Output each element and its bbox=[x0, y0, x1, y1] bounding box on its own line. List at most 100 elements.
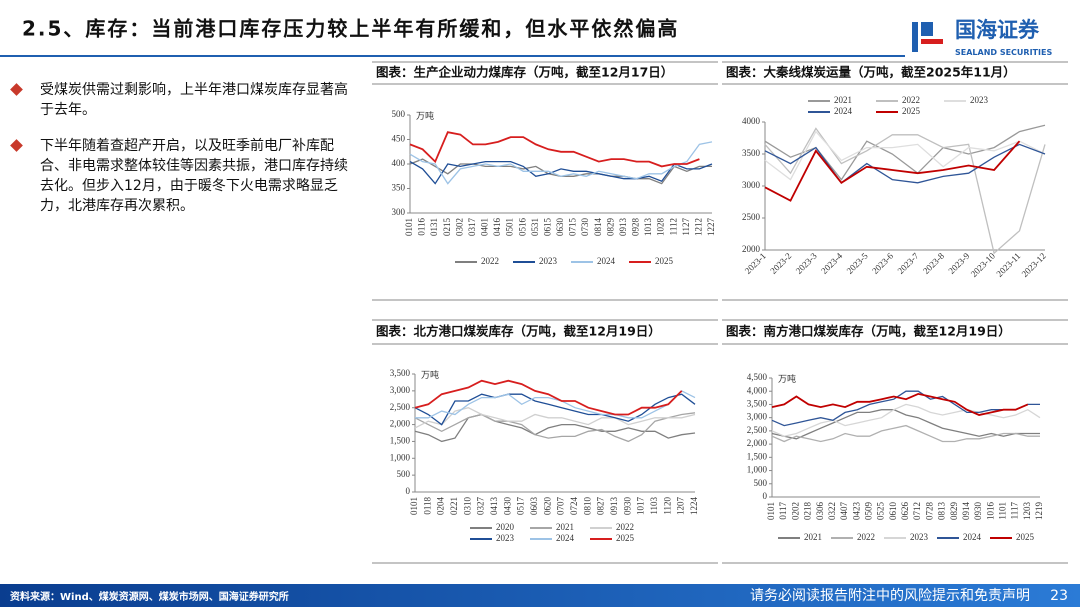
x-tick-label: 1127 bbox=[681, 218, 691, 236]
legend-label: 2023 bbox=[496, 533, 515, 543]
x-tick-label: 0813 bbox=[937, 502, 947, 521]
series-line bbox=[771, 392, 1029, 416]
x-tick-label: 0430 bbox=[502, 497, 512, 515]
x-tick-label: 0930 bbox=[973, 502, 983, 521]
bullet: 下半年随着查超产开启，以及旺季前电厂补库配合、非电需求整体较佳等因素共振，港口库… bbox=[40, 136, 360, 216]
x-tick-label: 0218 bbox=[803, 502, 813, 521]
series-line bbox=[414, 413, 696, 443]
chart-title: 图表：生产企业动力煤库存（万吨，截至12月17日） bbox=[376, 65, 673, 80]
legend-label: 2023 bbox=[970, 95, 989, 105]
x-tick-label: 0215 bbox=[442, 218, 452, 237]
x-tick-label: 0715 bbox=[568, 218, 578, 237]
series-line bbox=[414, 379, 683, 416]
x-tick-label: 0914 bbox=[961, 502, 971, 521]
chart-title: 图表：北方港口煤炭库存（万吨，截至12月19日） bbox=[376, 324, 661, 339]
series-line bbox=[771, 424, 1040, 443]
y-tick-label: 2,500 bbox=[747, 425, 768, 435]
page-number: 23 bbox=[1050, 588, 1068, 604]
x-tick-label: 2023-10 bbox=[969, 250, 998, 279]
x-tick-label: 2023-3 bbox=[794, 250, 819, 275]
x-tick-label: 1207 bbox=[676, 497, 686, 516]
legend-label: 2023 bbox=[539, 256, 558, 266]
y-tick-label: 3000 bbox=[742, 180, 761, 190]
x-tick-label: 0829 bbox=[949, 502, 959, 521]
x-tick-label: 0603 bbox=[529, 497, 539, 516]
y-tick-label: 0 bbox=[763, 491, 768, 501]
chart-title: 图表：大秦线煤炭运量（万吨，截至2025年11月） bbox=[726, 65, 1016, 80]
bullet: 受煤炭供需过剩影响，上半年港口煤炭库存显著高于去年。 bbox=[40, 80, 360, 120]
series-line bbox=[414, 407, 696, 429]
x-tick-label: 0310 bbox=[462, 497, 472, 516]
y-tick-label: 0 bbox=[406, 486, 411, 496]
legend-label: 2023 bbox=[910, 532, 929, 542]
x-tick-label: 1013 bbox=[643, 218, 653, 237]
y-tick-label: 3,500 bbox=[390, 368, 411, 378]
x-tick-label: 0118 bbox=[422, 497, 432, 515]
x-tick-label: 0630 bbox=[555, 218, 565, 237]
x-tick-label: 0116 bbox=[417, 218, 427, 236]
x-tick-label: 0306 bbox=[815, 502, 825, 521]
series-line bbox=[409, 160, 713, 185]
y-tick-label: 4,000 bbox=[747, 385, 768, 395]
y-tick-label: 500 bbox=[754, 478, 768, 488]
x-tick-label: 2023-7 bbox=[895, 250, 920, 275]
x-tick-label: 0730 bbox=[580, 218, 590, 237]
x-tick-label: 0728 bbox=[924, 502, 934, 521]
y-tick-label: 4000 bbox=[742, 116, 761, 126]
x-tick-label: 0416 bbox=[492, 218, 502, 237]
x-tick-label: 1219 bbox=[1034, 502, 1044, 521]
x-tick-label: 2023-12 bbox=[1020, 251, 1048, 279]
x-tick-label: 0913 bbox=[609, 497, 619, 516]
x-tick-label: 0327 bbox=[476, 497, 486, 516]
legend-label: 2025 bbox=[902, 106, 921, 116]
x-tick-label: 0401 bbox=[480, 218, 490, 236]
series-line bbox=[409, 141, 713, 185]
x-tick-label: 0101 bbox=[766, 502, 776, 520]
y-tick-label: 1,000 bbox=[747, 465, 768, 475]
y-tick-label: 3,000 bbox=[390, 385, 411, 395]
x-tick-label: 0423 bbox=[851, 502, 861, 521]
legend-label: 2022 bbox=[902, 95, 920, 105]
series-line bbox=[414, 393, 696, 426]
x-tick-label: 1224 bbox=[689, 497, 699, 516]
x-tick-label: 1120 bbox=[662, 497, 672, 515]
x-tick-label: 0928 bbox=[631, 218, 641, 237]
x-tick-label: 0913 bbox=[618, 218, 628, 237]
unit-label: 万吨 bbox=[421, 369, 439, 380]
series-line bbox=[409, 131, 700, 168]
series-line bbox=[414, 412, 696, 443]
x-tick-label: 0501 bbox=[505, 218, 515, 236]
legend-label: 2024 bbox=[834, 106, 853, 116]
x-tick-label: 1101 bbox=[998, 502, 1008, 520]
x-tick-label: 1212 bbox=[693, 218, 703, 236]
unit-label: 万吨 bbox=[778, 373, 796, 384]
x-tick-label: 2023-5 bbox=[845, 250, 870, 275]
series-line bbox=[764, 130, 1046, 181]
logo-subtext: SEALAND SECURITIES bbox=[955, 48, 1052, 57]
y-tick-label: 4,500 bbox=[747, 372, 768, 382]
x-tick-label: 0413 bbox=[489, 497, 499, 516]
x-tick-label: 0626 bbox=[900, 502, 910, 521]
logo-icon bbox=[921, 22, 933, 36]
y-tick-label: 2,000 bbox=[390, 419, 411, 429]
x-tick-label: 0930 bbox=[622, 497, 632, 516]
x-tick-label: 1016 bbox=[985, 502, 995, 521]
legend-label: 2024 bbox=[556, 533, 575, 543]
series-line bbox=[764, 124, 1046, 181]
x-tick-label: 2023-8 bbox=[921, 250, 946, 275]
legend-label: 2021 bbox=[804, 532, 822, 542]
x-tick-label: 2023-2 bbox=[768, 251, 793, 276]
x-tick-label: 0322 bbox=[827, 502, 837, 520]
x-tick-label: 2023-1 bbox=[743, 251, 768, 276]
legend-label: 2022 bbox=[857, 532, 875, 542]
x-tick-label: 0531 bbox=[530, 218, 540, 236]
x-tick-label: 0117 bbox=[778, 502, 788, 520]
x-tick-label: 1117 bbox=[1010, 502, 1020, 520]
series-line bbox=[415, 390, 696, 419]
x-tick-label: 1028 bbox=[656, 218, 666, 237]
series-line bbox=[764, 140, 1021, 202]
x-tick-label: 0707 bbox=[556, 497, 566, 516]
x-tick-label: 0131 bbox=[429, 218, 439, 236]
